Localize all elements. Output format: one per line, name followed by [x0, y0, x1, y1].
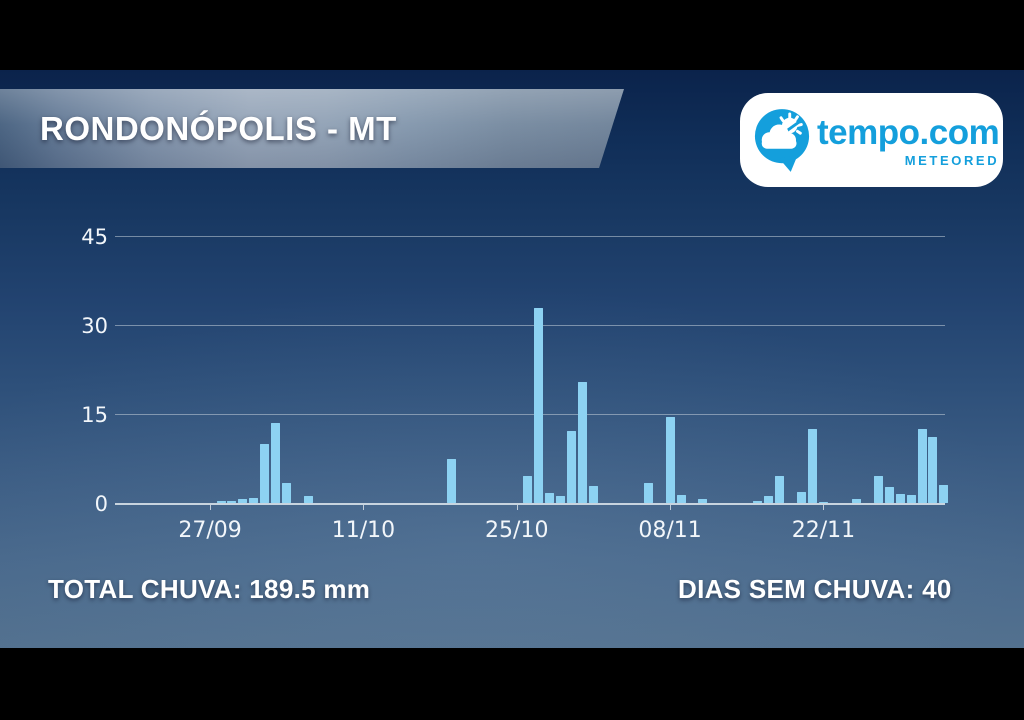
x-tick-mark	[670, 504, 672, 510]
tempo-cloud-bubble-icon	[754, 109, 810, 172]
rain-bar	[271, 423, 281, 504]
x-tick-mark	[210, 504, 212, 510]
title-banner	[0, 89, 624, 168]
rain-bar	[807, 429, 817, 504]
rain-bar	[939, 484, 949, 504]
rain-bar	[928, 437, 938, 504]
rain-bar	[906, 494, 916, 504]
page-title: RONDONÓPOLIS - MT	[40, 110, 397, 147]
rain-bar	[588, 485, 598, 504]
y-gridline	[115, 414, 945, 415]
rain-bar	[665, 417, 675, 504]
rain-bar	[249, 497, 259, 504]
x-tick-mark	[516, 504, 518, 510]
rain-bar	[895, 494, 905, 504]
y-tick-label: 15	[81, 402, 108, 427]
rain-bar	[577, 382, 587, 504]
rain-bar	[523, 476, 533, 504]
rain-bar	[282, 482, 292, 504]
rain-bar	[851, 498, 861, 504]
y-tick-label: 45	[81, 224, 108, 249]
rain-bar	[797, 492, 807, 504]
rain-bar	[304, 495, 314, 504]
dry-days-stat: DIAS SEM CHUVA: 40	[678, 574, 952, 604]
x-tick-label: 11/10	[331, 518, 396, 543]
rain-bar	[216, 500, 226, 504]
rain-bar	[698, 499, 708, 504]
rain-bar	[567, 430, 577, 504]
x-tick-label: 22/11	[791, 518, 856, 543]
rain-bar	[753, 500, 763, 504]
x-axis-baseline	[115, 502, 945, 505]
rain-bar	[260, 444, 270, 504]
rain-bar	[227, 500, 237, 504]
x-tick-label: 08/11	[638, 518, 702, 543]
y-tick-label: 0	[94, 491, 108, 516]
total-rain-stat: TOTAL CHUVA: 189.5 mm	[48, 574, 371, 604]
rain-bar	[917, 429, 927, 504]
logo-sub-text: METEORED	[904, 152, 1000, 168]
rain-bar	[676, 494, 686, 504]
rain-bar	[818, 501, 828, 504]
x-tick-label: 25/10	[485, 518, 549, 543]
y-gridline	[115, 325, 945, 326]
x-tick-mark	[823, 504, 825, 510]
rain-bar	[643, 483, 653, 504]
rain-bar	[446, 459, 456, 504]
rain-bar	[556, 496, 566, 504]
x-tick-label: 27/09	[178, 518, 242, 543]
rain-bar	[238, 499, 248, 504]
rain-bar	[764, 496, 774, 504]
rain-bar	[775, 476, 785, 504]
rain-bar	[873, 475, 883, 504]
rain-bar	[534, 307, 544, 504]
x-tick-mark	[363, 504, 365, 510]
tempo-com-logo: tempo.com METEORED	[740, 93, 1003, 187]
y-tick-label: 30	[81, 313, 108, 338]
logo-brand-text: tempo.com	[817, 112, 1000, 152]
y-gridline	[115, 236, 945, 237]
rain-bar	[884, 486, 894, 504]
rain-bar	[545, 493, 555, 504]
